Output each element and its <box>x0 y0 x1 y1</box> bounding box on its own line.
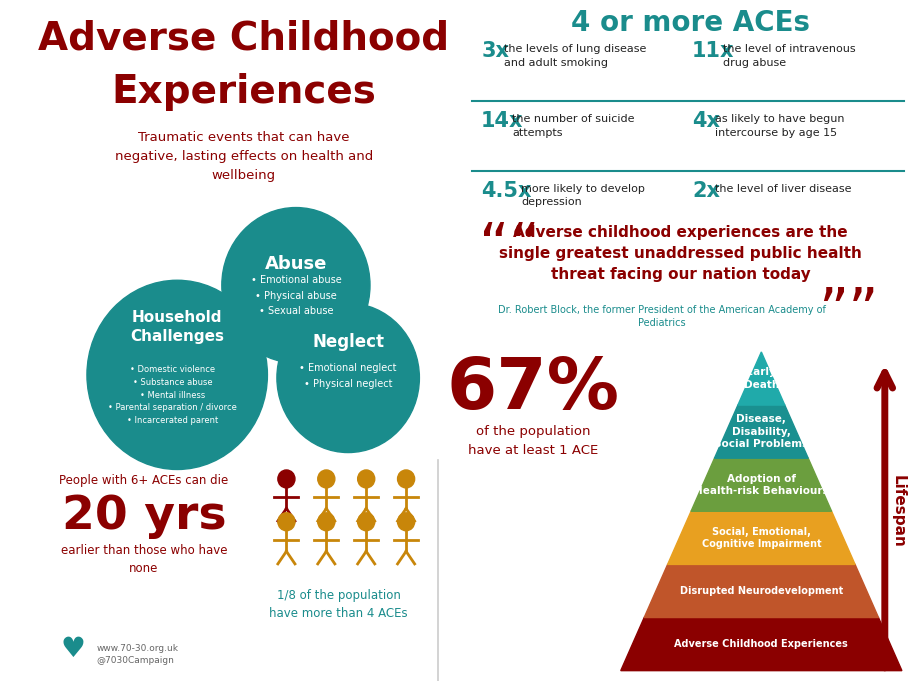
Circle shape <box>278 513 295 531</box>
Text: People with 6+ ACEs can die: People with 6+ ACEs can die <box>59 475 228 488</box>
Text: 4.5x: 4.5x <box>481 181 532 201</box>
Text: Disrupted Neurodevelopment: Disrupted Neurodevelopment <box>680 586 843 596</box>
Polygon shape <box>667 512 855 565</box>
Text: the number of suicide
attempts: the number of suicide attempts <box>513 114 635 138</box>
Text: 2x: 2x <box>692 181 720 201</box>
Text: Adverse childhood experiences are the
single greatest unaddressed public health
: Adverse childhood experiences are the si… <box>499 226 862 282</box>
Polygon shape <box>691 458 832 512</box>
Text: Adoption of
Health-risk Behaviours: Adoption of Health-risk Behaviours <box>694 473 829 496</box>
Text: Abuse: Abuse <box>265 255 327 273</box>
Circle shape <box>357 513 375 531</box>
Text: • Domestic violence
• Substance abuse
• Mental illness
• Parental separation / d: • Domestic violence • Substance abuse • … <box>108 365 237 426</box>
Text: as likely to have begun
intercourse by age 15: as likely to have begun intercourse by a… <box>714 114 844 138</box>
Text: Traumatic events that can have
negative, lasting effects on health and
wellbeing: Traumatic events that can have negative,… <box>115 131 373 182</box>
Text: the level of liver disease: the level of liver disease <box>714 183 852 194</box>
Text: ””: ”” <box>818 285 878 342</box>
Text: 3x: 3x <box>481 41 509 61</box>
Text: 11x: 11x <box>692 41 734 61</box>
Text: Disease,
Disability,
Social Problems: Disease, Disability, Social Problems <box>714 414 808 449</box>
Text: 1/8 of the population
have more than 4 ACEs: 1/8 of the population have more than 4 A… <box>269 589 408 620</box>
Text: Neglect: Neglect <box>312 333 385 351</box>
Text: 67%: 67% <box>447 355 620 424</box>
Text: the levels of lung disease
and adult smoking: the levels of lung disease and adult smo… <box>504 44 646 68</box>
Text: Experiences: Experiences <box>111 73 376 111</box>
Text: Adverse Childhood Experiences: Adverse Childhood Experiences <box>674 639 848 649</box>
Text: • Emotional neglect
• Physical neglect: • Emotional neglect • Physical neglect <box>299 363 397 389</box>
Polygon shape <box>738 352 784 405</box>
Polygon shape <box>621 617 902 670</box>
Circle shape <box>397 470 415 488</box>
Text: Social, Emotional,
Cognitive Impairment: Social, Emotional, Cognitive Impairment <box>702 527 821 549</box>
Circle shape <box>357 470 375 488</box>
Polygon shape <box>644 565 878 617</box>
Polygon shape <box>714 405 808 458</box>
Circle shape <box>318 470 335 488</box>
Text: Early
Death: Early Death <box>744 368 779 389</box>
Circle shape <box>278 470 295 488</box>
Text: 14x: 14x <box>481 111 524 131</box>
Circle shape <box>397 513 415 531</box>
Text: 20 yrs: 20 yrs <box>62 494 226 539</box>
Circle shape <box>222 207 370 363</box>
Circle shape <box>277 303 419 453</box>
Text: Dr. Robert Block, the former President of the American Academy of
Pediatrics: Dr. Robert Block, the former President o… <box>497 305 825 328</box>
Text: of the population
have at least 1 ACE: of the population have at least 1 ACE <box>468 425 598 457</box>
Text: ♥: ♥ <box>60 635 85 663</box>
Circle shape <box>87 280 267 469</box>
Circle shape <box>318 513 335 531</box>
Text: www.70-30.org.uk
@7030Campaign: www.70-30.org.uk @7030Campaign <box>96 644 178 665</box>
Text: ““: ““ <box>479 220 540 278</box>
Text: 4 or more ACEs: 4 or more ACEs <box>571 10 810 38</box>
Text: Adverse Childhood: Adverse Childhood <box>38 19 449 57</box>
Text: Household
Challenges: Household Challenges <box>130 310 225 344</box>
Text: earlier than those who have
none: earlier than those who have none <box>61 544 227 575</box>
Text: more likely to develop
depression: more likely to develop depression <box>521 183 644 207</box>
Text: the level of intravenous
drug abuse: the level of intravenous drug abuse <box>724 44 856 68</box>
Text: Lifespan: Lifespan <box>891 475 905 548</box>
Text: 4x: 4x <box>692 111 720 131</box>
Text: • Emotional abuse
• Physical abuse
• Sexual abuse: • Emotional abuse • Physical abuse • Sex… <box>251 276 341 316</box>
